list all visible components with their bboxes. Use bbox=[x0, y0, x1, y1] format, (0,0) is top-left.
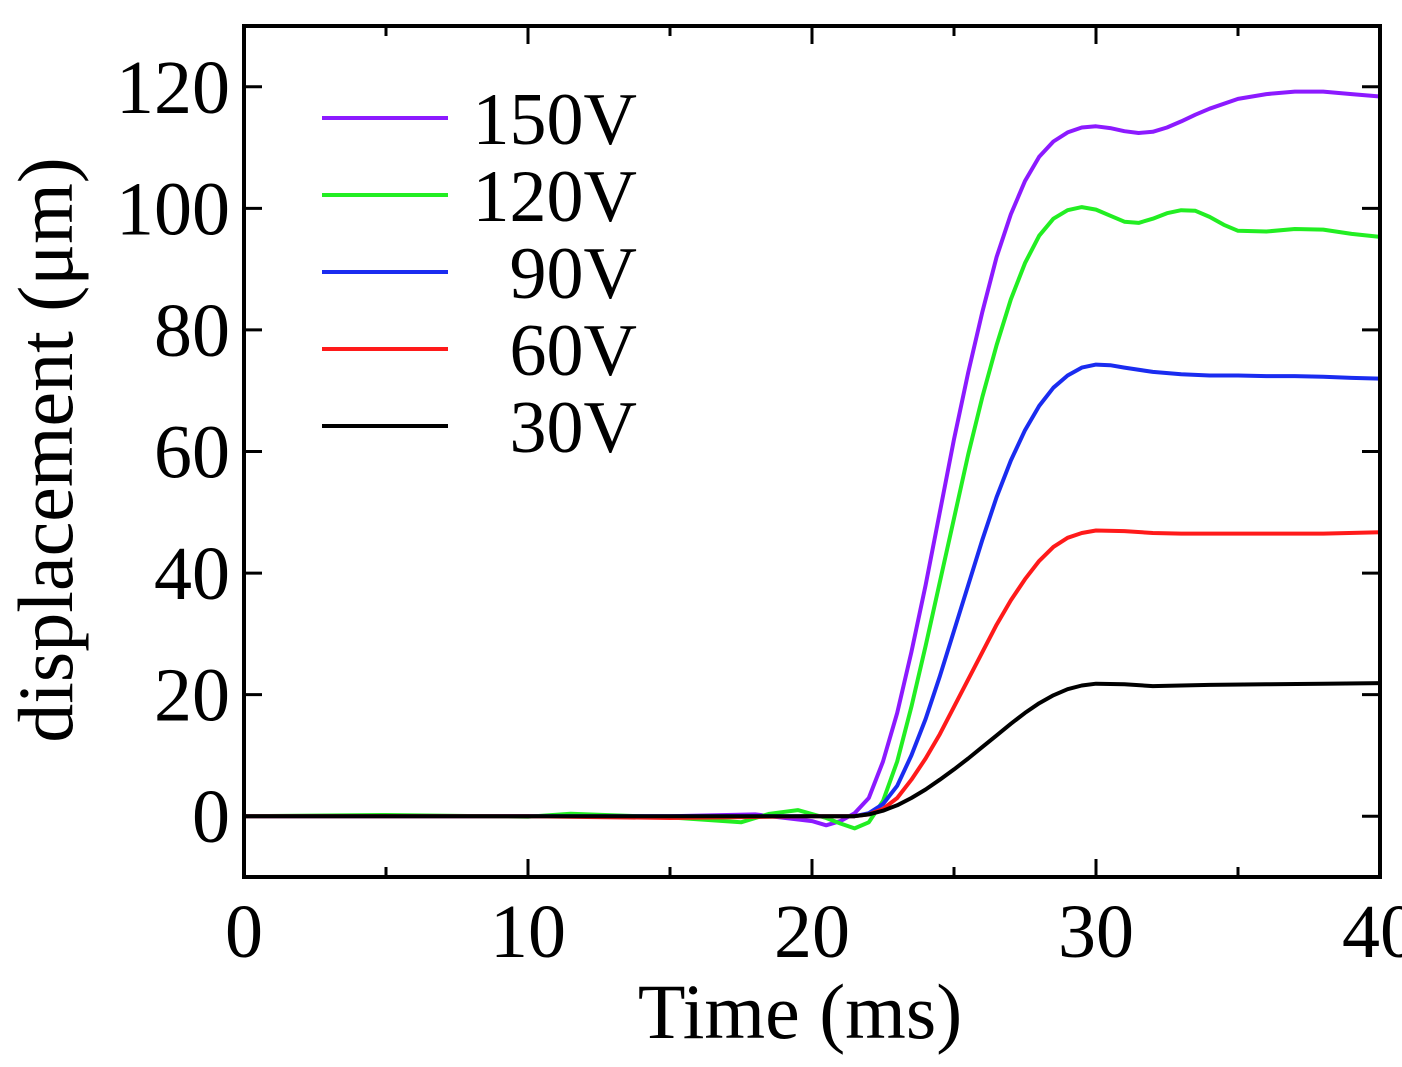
y-tick-label-0: 0 bbox=[192, 775, 230, 859]
y-tick-label-5: 100 bbox=[116, 167, 230, 251]
x-tick-label-0: 0 bbox=[225, 890, 263, 974]
plot-frame bbox=[242, 24, 1382, 879]
legend-label-60v: 60V bbox=[510, 310, 637, 392]
legend-label-90v: 90V bbox=[510, 233, 637, 315]
x-axis-label: Time (ms) bbox=[638, 968, 962, 1055]
y-tick-label-1: 20 bbox=[154, 654, 230, 738]
legend-label-30v: 30V bbox=[510, 387, 637, 469]
legend-label-120v: 120V bbox=[473, 156, 637, 238]
series-line-120v bbox=[242, 205, 1382, 831]
y-tick-label-4: 80 bbox=[154, 289, 230, 373]
legend-label-150v: 150V bbox=[473, 79, 637, 161]
series-line-30v bbox=[242, 681, 1382, 819]
series-line-150v bbox=[242, 89, 1382, 828]
y-tick-label-2: 40 bbox=[154, 532, 230, 616]
series-layer bbox=[242, 89, 1382, 831]
y-axis-label: displacement (μm) bbox=[2, 157, 89, 742]
x-tick-label-3: 30 bbox=[1058, 890, 1134, 974]
x-tick-label-1: 10 bbox=[490, 890, 566, 974]
y-tick-label-3: 60 bbox=[154, 411, 230, 495]
series-line-60v bbox=[242, 528, 1382, 820]
y-tick-label-6: 120 bbox=[116, 46, 230, 130]
x-tick-label-4: 40 bbox=[1342, 890, 1402, 974]
series-line-90v bbox=[242, 362, 1382, 819]
x-tick-label-2: 20 bbox=[774, 890, 850, 974]
ticks-layer: 0 10 20 30 40 0 20 40 60 80 100 120 bbox=[116, 26, 1402, 974]
